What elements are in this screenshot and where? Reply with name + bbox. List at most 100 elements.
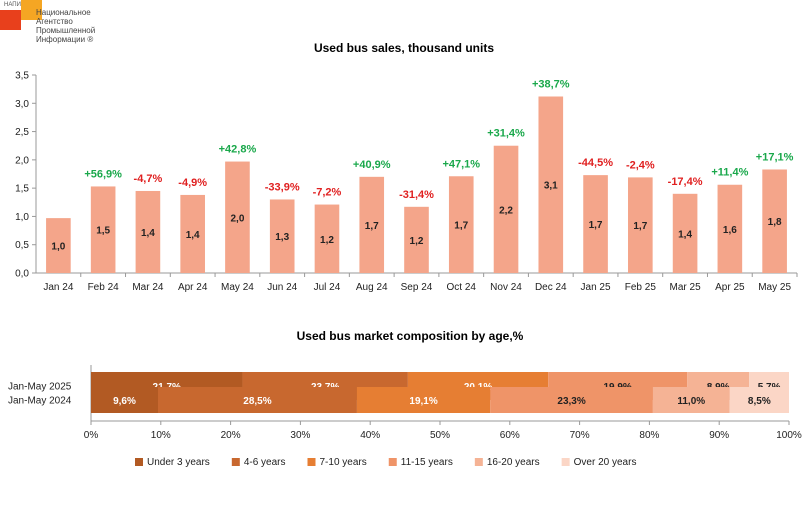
x-tick-label: Nov 24 bbox=[490, 282, 522, 293]
change-label: +56,9% bbox=[84, 168, 122, 180]
change-label: +47,1% bbox=[442, 158, 480, 170]
stacked-segment bbox=[729, 387, 789, 413]
change-label: +17,1% bbox=[756, 151, 794, 163]
bar-value-label: 1,4 bbox=[186, 230, 200, 241]
x-tick-label: 30% bbox=[290, 430, 310, 441]
logo-tag: НАПИ bbox=[4, 2, 21, 8]
change-label: +31,4% bbox=[487, 128, 525, 140]
legend-swatch bbox=[135, 458, 143, 466]
bar-value-label: 2,2 bbox=[499, 205, 513, 216]
y-tick-label: 2,5 bbox=[15, 127, 29, 138]
bar-value-label: 1,7 bbox=[633, 221, 647, 232]
bar-value-label: 1,7 bbox=[589, 220, 603, 231]
bar bbox=[269, 199, 295, 273]
logo-name-line: Национальное bbox=[36, 8, 91, 17]
x-tick-label: 80% bbox=[639, 430, 659, 441]
x-tick-label: May 24 bbox=[221, 282, 254, 293]
bar bbox=[538, 96, 564, 273]
bar-value-label: 1,4 bbox=[141, 228, 155, 239]
bar bbox=[225, 161, 250, 273]
segment-label: 11,0% bbox=[677, 396, 705, 407]
x-tick-label: Sep 24 bbox=[401, 282, 433, 293]
y-tick-label: 1,0 bbox=[15, 212, 29, 223]
x-tick-label: 100% bbox=[776, 430, 802, 441]
stacked-segment bbox=[490, 387, 653, 413]
bar bbox=[90, 186, 116, 273]
x-tick-label: Apr 24 bbox=[178, 282, 208, 293]
bar bbox=[628, 177, 653, 273]
segment-label: 23,3% bbox=[557, 396, 585, 407]
bar bbox=[46, 218, 71, 273]
bar-value-label: 1,2 bbox=[410, 236, 424, 247]
bar bbox=[717, 184, 743, 273]
bar bbox=[314, 204, 340, 273]
legend-label: 4-6 years bbox=[244, 457, 286, 468]
bar bbox=[180, 194, 205, 273]
x-tick-label: Jul 24 bbox=[314, 282, 341, 293]
bar bbox=[762, 169, 787, 273]
bar-value-label: 1,5 bbox=[96, 226, 110, 237]
x-tick-label: 40% bbox=[360, 430, 380, 441]
bar bbox=[583, 175, 608, 273]
bar-value-label: 1,6 bbox=[723, 225, 737, 236]
x-tick-label: 20% bbox=[221, 430, 241, 441]
legend-swatch bbox=[474, 458, 483, 466]
x-tick-label: Feb 25 bbox=[625, 282, 657, 293]
legend-label: Over 20 years bbox=[574, 457, 637, 468]
bar bbox=[359, 176, 385, 273]
x-tick-label: Mar 25 bbox=[670, 282, 702, 293]
bar-value-label: 1,0 bbox=[51, 242, 65, 253]
change-label: +40,9% bbox=[353, 159, 391, 171]
change-label: -33,9% bbox=[265, 181, 300, 193]
stacked-chart-title: Used bus market composition by age,% bbox=[297, 329, 524, 343]
x-tick-label: Dec 24 bbox=[535, 282, 567, 293]
stacked-segment bbox=[356, 387, 491, 413]
stacked-segment bbox=[158, 387, 357, 413]
x-tick-label: 50% bbox=[430, 430, 450, 441]
y-tick-label: 1,5 bbox=[15, 184, 29, 195]
change-label: -4,9% bbox=[178, 177, 207, 189]
bar bbox=[672, 193, 698, 273]
x-tick-label: Jun 24 bbox=[267, 282, 297, 293]
x-tick-label: 0% bbox=[84, 430, 99, 441]
row-label: Jan-May 2025 bbox=[8, 382, 72, 393]
legend-swatch bbox=[307, 458, 316, 466]
x-tick-label: 90% bbox=[709, 430, 729, 441]
logo-name-line: Информации ® bbox=[36, 35, 94, 44]
bar-value-label: 1,7 bbox=[365, 221, 379, 232]
change-label: -31,4% bbox=[399, 189, 434, 201]
logo-name-line: Агентство bbox=[36, 17, 73, 26]
stacked-segment bbox=[91, 387, 159, 413]
legend-swatch bbox=[231, 458, 240, 466]
row-label: Jan-May 2024 bbox=[8, 396, 72, 407]
segment-label: 19,1% bbox=[409, 396, 437, 407]
bar-value-label: 1,4 bbox=[678, 229, 692, 240]
legend-label: Under 3 years bbox=[147, 457, 210, 468]
y-tick-label: 0,5 bbox=[15, 240, 29, 251]
x-tick-label: 10% bbox=[151, 430, 171, 441]
x-tick-label: May 25 bbox=[758, 282, 791, 293]
logo-name: Национальное Агентство Промышленной Инфо… bbox=[36, 8, 106, 44]
bar bbox=[493, 145, 519, 273]
legend-label: 7-10 years bbox=[320, 457, 367, 468]
y-tick-label: 3,0 bbox=[15, 99, 29, 110]
y-tick-label: 2,0 bbox=[15, 155, 29, 166]
legend-label: 11-15 years bbox=[401, 457, 453, 468]
stacked-segment bbox=[652, 387, 730, 413]
x-tick-label: Feb 24 bbox=[88, 282, 120, 293]
legend-label: 16-20 years bbox=[487, 457, 540, 468]
bar-value-label: 1,8 bbox=[768, 217, 782, 228]
segment-label: 28,5% bbox=[243, 396, 271, 407]
segment-label: 8,5% bbox=[748, 396, 771, 407]
logo-red-square bbox=[0, 10, 21, 30]
x-tick-label: Mar 24 bbox=[132, 282, 164, 293]
y-tick-label: 0,0 bbox=[15, 269, 29, 280]
change-label: -17,4% bbox=[668, 176, 703, 188]
bar bbox=[448, 176, 474, 273]
y-tick-label: 3,5 bbox=[15, 71, 29, 82]
bar-value-label: 1,2 bbox=[320, 235, 334, 246]
bar-chart-title: Used bus sales, thousand units bbox=[314, 41, 494, 55]
legend-swatch bbox=[561, 458, 570, 466]
legend-swatch bbox=[388, 458, 397, 466]
